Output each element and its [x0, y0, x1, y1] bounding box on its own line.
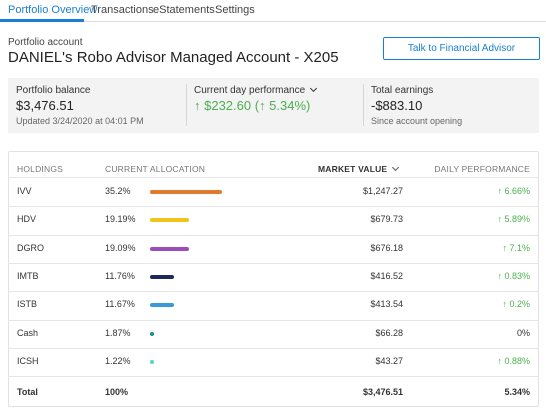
daily-performance: ↑ 7.1% [502, 242, 530, 253]
market-value: $413.54 [370, 299, 403, 310]
balance-updated: Updated 3/24/2020 at 04:01 PM [16, 116, 144, 126]
header-allocation: CURRENT ALLOCATION [105, 164, 206, 174]
row-divider [8, 234, 539, 236]
tab-settings[interactable]: Settings [215, 4, 255, 16]
allocation-percent: 1.22% [105, 355, 131, 366]
allocation-dot [150, 359, 154, 364]
balance-label: Portfolio balance [16, 85, 91, 96]
divider [363, 84, 364, 126]
row-divider [8, 262, 539, 264]
row-divider [8, 347, 539, 349]
total-market-value: $3,476.51 [362, 387, 403, 398]
allocation-bar [150, 303, 174, 308]
market-value: $679.73 [370, 214, 403, 225]
allocation-percent: 1.87% [105, 327, 131, 338]
allocation-bar [150, 218, 190, 223]
market-value: $1,247.27 [362, 186, 403, 197]
market-value: $66.28 [375, 327, 403, 338]
tab-portfolio-overview[interactable]: Portfolio Overview [8, 4, 98, 16]
holding-symbol: Cash [17, 327, 39, 338]
daily-performance: 0% [516, 327, 530, 338]
allocation-bar [150, 246, 190, 251]
balance-value: $3,476.51 [16, 98, 74, 113]
daily-performance: ↑ 0.88% [497, 355, 530, 366]
tab-estatements[interactable]: eStatements [153, 4, 215, 16]
total-label: Total [17, 387, 38, 398]
row-divider [8, 319, 539, 321]
total-daily-performance: 5.34% [504, 387, 530, 398]
header-daily-performance: DAILY PERFORMANCE [434, 164, 530, 174]
divider [186, 84, 187, 126]
daily-performance: ↑ 6.66% [497, 186, 530, 197]
page-title: DANIEL's Robo Advisor Managed Account - … [8, 49, 339, 66]
earnings-sub: Since account opening [371, 116, 463, 126]
holding-symbol: HDV [17, 214, 37, 225]
holdings-table [8, 151, 539, 407]
total-allocation: 100% [105, 387, 129, 398]
row-divider [8, 177, 539, 178]
chevron-down-icon [392, 163, 400, 172]
allocation-percent: 11.67% [105, 299, 135, 310]
tab-bar: Portfolio Overview Transactions eStateme… [0, 0, 546, 22]
performance-value: ↑ $232.60 (↑ 5.34%) [194, 98, 311, 113]
market-value: $416.52 [370, 271, 403, 282]
sort-market-value[interactable]: MARKET VALUE [318, 163, 400, 174]
allocation-bar [150, 190, 223, 195]
talk-to-advisor-button[interactable]: Talk to Financial Advisor [383, 37, 540, 60]
allocation-percent: 19.19% [105, 214, 136, 225]
row-divider [8, 291, 539, 293]
daily-performance: ↑ 0.2% [502, 299, 530, 310]
daily-performance: ↑ 0.83% [497, 271, 530, 282]
earnings-value: -$883.10 [371, 98, 423, 113]
chevron-down-icon [310, 84, 318, 93]
holding-symbol: IMTB [17, 271, 39, 282]
allocation-bar [150, 275, 175, 280]
daily-performance: ↑ 5.89% [497, 214, 530, 225]
row-divider [8, 376, 539, 378]
header-market-value: MARKET VALUE [318, 164, 388, 174]
tab-transactions[interactable]: Transactions [91, 4, 154, 16]
allocation-percent: 11.76% [105, 271, 135, 282]
holding-symbol: ISTB [17, 299, 38, 310]
active-tab-indicator [0, 19, 84, 22]
performance-dropdown[interactable]: Current day performance [194, 84, 318, 96]
performance-label: Current day performance [194, 85, 306, 96]
market-value: $43.27 [375, 355, 403, 366]
allocation-percent: 35.2% [105, 186, 131, 197]
market-value: $676.18 [370, 242, 403, 253]
row-divider [8, 206, 539, 208]
earnings-label: Total earnings [371, 85, 434, 96]
holding-symbol: IVV [17, 186, 32, 197]
holding-symbol: ICSH [17, 355, 39, 366]
account-label: Portfolio account [8, 37, 83, 48]
summary-panel: Portfolio balance $3,476.51 Updated 3/24… [8, 78, 539, 133]
holding-symbol: DGRO [17, 242, 44, 253]
allocation-dot [150, 331, 154, 336]
header-holdings: HOLDINGS [17, 164, 63, 174]
allocation-percent: 19.09% [105, 242, 136, 253]
